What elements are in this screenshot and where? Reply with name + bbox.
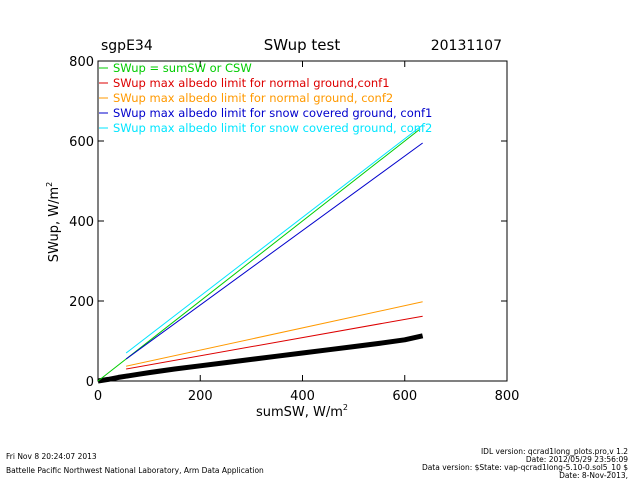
x-tick-label: 600 (392, 389, 417, 404)
series-line-4 (125, 124, 423, 354)
footer-run-date: Date: 8-Nov-2013, (559, 471, 628, 480)
y-axis-label-sup: 2 (45, 182, 54, 187)
x-axis-label-sup: 2 (343, 403, 348, 412)
axis-ticks: 0 200 400 600 800 0 200 400 600 800 (69, 55, 519, 404)
y-tick-label: 600 (69, 135, 94, 150)
legend-label-0: SWup = sumSW or CSW (113, 61, 252, 75)
svg-text:sumSW, W/m2: sumSW, W/m2 (256, 403, 348, 420)
footer-data-version: Data version: $State: vap-qcrad1long-5.1… (421, 463, 628, 472)
x-axis-label-text: sumSW, W/m (256, 405, 343, 420)
footer-lab: Battelle Pacific Northwest National Labo… (6, 466, 264, 475)
observed-data-line (97, 333, 424, 384)
x-tick-label: 200 (188, 389, 213, 404)
footer-timestamp: Fri Nov 8 20:24:07 2013 (6, 452, 97, 461)
y-axis-label-text: SWup, W/m (47, 187, 62, 262)
date-label: 20131107 (431, 38, 502, 54)
series-layer (97, 124, 424, 384)
y-tick-label: 200 (69, 295, 94, 310)
x-tick-label: 400 (290, 389, 315, 404)
x-axis-label: sumSW, W/m2 (256, 403, 348, 420)
series-line-1 (126, 315, 423, 370)
y-tick-label: 800 (69, 55, 94, 70)
x-tick-label: 800 (495, 389, 520, 404)
legend-label-1: SWup max albedo limit for normal ground,… (113, 76, 390, 90)
footer-date: Date: 2012/05/29 23:56:09 (525, 455, 628, 464)
series-line-2 (126, 301, 423, 367)
series-line-3 (125, 142, 423, 360)
legend-label-2: SWup max albedo limit for normal ground,… (113, 91, 393, 105)
legend-label-4: SWup max albedo limit for snow covered g… (113, 121, 432, 135)
y-tick-label: 400 (69, 215, 94, 230)
svg-text:SWup, W/m2: SWup, W/m2 (45, 182, 62, 262)
site-label: sgpE34 (101, 38, 153, 54)
x-tick-label: 0 (94, 389, 102, 404)
series-line-0 (97, 128, 421, 382)
y-tick-label: 0 (86, 375, 94, 390)
y-axis-label: SWup, W/m2 (45, 182, 62, 262)
chart-title: SWup test (264, 36, 341, 54)
footer-idl-version: IDL version: qcrad1long_plots.pro,v 1.2 (480, 447, 628, 456)
legend-label-3: SWup max albedo limit for snow covered g… (113, 106, 432, 120)
